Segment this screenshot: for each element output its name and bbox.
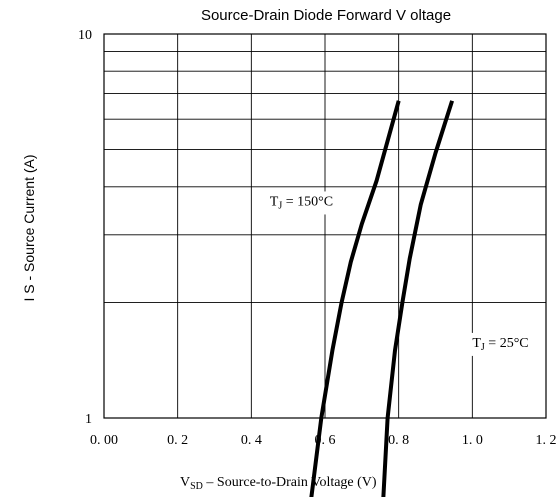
- series-label: TJ = 25°C: [472, 336, 528, 353]
- series-label-background: [265, 191, 338, 215]
- x-tick-label: 1. 2: [536, 433, 557, 448]
- x-axis-label: VSD – Source-to-Drain Voltage (V): [180, 475, 377, 492]
- series-line: [309, 100, 401, 497]
- chart-title: Source-Drain Diode Forward V oltage: [201, 7, 451, 24]
- series-line: [381, 100, 455, 497]
- y-tick-label: 10: [78, 28, 92, 43]
- x-tick-label: 1. 0: [462, 433, 483, 448]
- curves: [309, 100, 455, 497]
- x-tick-label: 0. 8: [388, 433, 409, 448]
- grid: [104, 34, 546, 418]
- series-label-background: [468, 332, 533, 356]
- x-tick-label: 0. 00: [90, 433, 118, 448]
- y-tick-label: 1: [85, 412, 92, 427]
- x-tick-label: 0. 4: [241, 433, 262, 448]
- plot-frame: [103, 33, 547, 419]
- series-labels: TJ = 150°C TJ = 25°C: [265, 191, 533, 356]
- series-label: TJ = 150°C: [270, 194, 333, 211]
- y-axis-label: I S - Source Current (A): [21, 154, 37, 301]
- x-tick-label: 0. 2: [167, 433, 188, 448]
